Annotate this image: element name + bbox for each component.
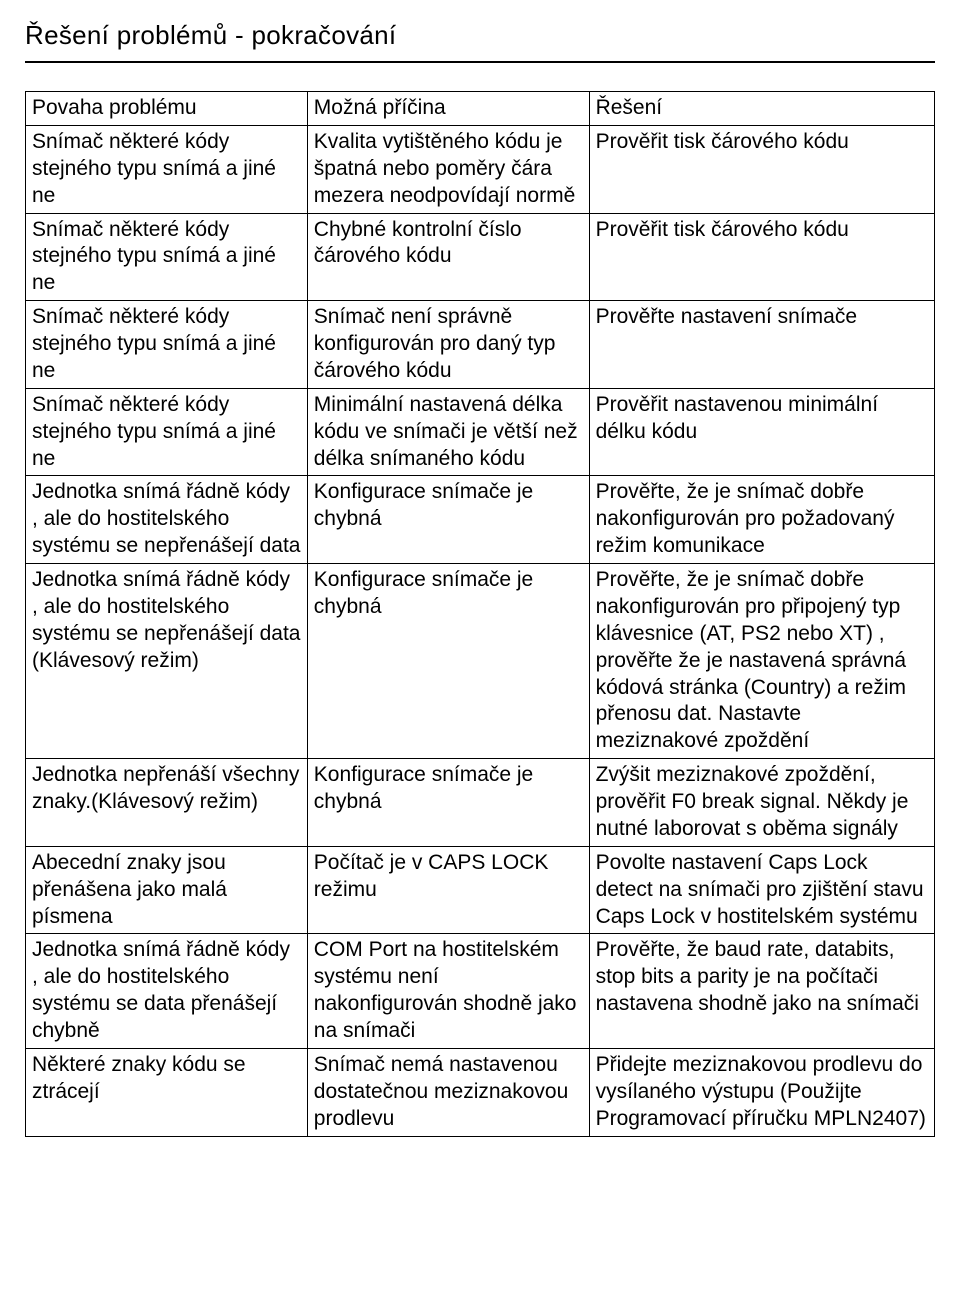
table-cell: Konfigurace snímače je chybná — [307, 564, 589, 759]
table-cell: Jednotka snímá řádně kódy , ale do hosti… — [26, 564, 308, 759]
table-cell: Snímač některé kódy stejného typu snímá … — [26, 388, 308, 476]
table-row: Snímač některé kódy stejného typu snímá … — [26, 301, 935, 389]
title-rule — [25, 61, 935, 63]
table-cell: Prověřte nastavení snímače — [589, 301, 934, 389]
table-cell: Chybné kontrolní číslo čárového kódu — [307, 213, 589, 301]
column-problem: Povaha problému — [26, 92, 308, 126]
column-solution: Řešení — [589, 92, 934, 126]
table-cell: Prověřit nastavenou minimální délku kódu — [589, 388, 934, 476]
table-cell: Prověřte, že je snímač dobře nakonfiguro… — [589, 476, 934, 564]
table-row: Snímač některé kódy stejného typu snímá … — [26, 388, 935, 476]
table-cell: Konfigurace snímače je chybná — [307, 759, 589, 847]
table-row: Abecední znaky jsou přenášena jako malá … — [26, 846, 935, 934]
table-cell: Snímač některé kódy stejného typu snímá … — [26, 125, 308, 213]
column-cause: Možná příčina — [307, 92, 589, 126]
table-cell: Snímač není správně konfigurován pro dan… — [307, 301, 589, 389]
table-cell: Snímač nemá nastavenou dostatečnou meziz… — [307, 1048, 589, 1136]
table-header-row: Povaha problému Možná příčina Řešení — [26, 92, 935, 126]
table-cell: Minimální nastavená délka kódu ve snímač… — [307, 388, 589, 476]
table-cell: Kvalita vytištěného kódu je špatná nebo … — [307, 125, 589, 213]
table-cell: Snímač některé kódy stejného typu snímá … — [26, 301, 308, 389]
page-title: Řešení problémů - pokračování — [25, 20, 935, 51]
table-cell: Prověřit tisk čárového kódu — [589, 213, 934, 301]
table-cell: Povolte nastavení Caps Lock detect na sn… — [589, 846, 934, 934]
table-cell: COM Port na hostitelském systému není na… — [307, 934, 589, 1049]
table-cell: Abecední znaky jsou přenášena jako malá … — [26, 846, 308, 934]
table-cell: Prověřte, že baud rate, databits, stop b… — [589, 934, 934, 1049]
table-row: Jednotka snímá řádně kódy , ale do hosti… — [26, 476, 935, 564]
table-row: Snímač některé kódy stejného typu snímá … — [26, 213, 935, 301]
table-cell: Prověřit tisk čárového kódu — [589, 125, 934, 213]
table-cell: Konfigurace snímače je chybná — [307, 476, 589, 564]
table-cell: Jednotka snímá řádně kódy , ale do hosti… — [26, 934, 308, 1049]
troubleshooting-table: Povaha problému Možná příčina Řešení Sní… — [25, 91, 935, 1137]
table-row: Snímač některé kódy stejného typu snímá … — [26, 125, 935, 213]
table-row: Jednotka nepřenáší všechny znaky.(Kláves… — [26, 759, 935, 847]
table-cell: Přidejte meziznakovou prodlevu do vysíla… — [589, 1048, 934, 1136]
table-cell: Jednotka nepřenáší všechny znaky.(Kláves… — [26, 759, 308, 847]
table-row: Jednotka snímá řádně kódy , ale do hosti… — [26, 564, 935, 759]
table-row: Některé znaky kódu se ztrácejíSnímač nem… — [26, 1048, 935, 1136]
table-row: Jednotka snímá řádně kódy , ale do hosti… — [26, 934, 935, 1049]
table-cell: Snímač některé kódy stejného typu snímá … — [26, 213, 308, 301]
table-cell: Některé znaky kódu se ztrácejí — [26, 1048, 308, 1136]
table-cell: Počítač je v CAPS LOCK režimu — [307, 846, 589, 934]
table-cell: Prověřte, že je snímač dobře nakonfiguro… — [589, 564, 934, 759]
table-cell: Jednotka snímá řádně kódy , ale do hosti… — [26, 476, 308, 564]
table-cell: Zvýšit meziznakové zpoždění, prověřit F0… — [589, 759, 934, 847]
